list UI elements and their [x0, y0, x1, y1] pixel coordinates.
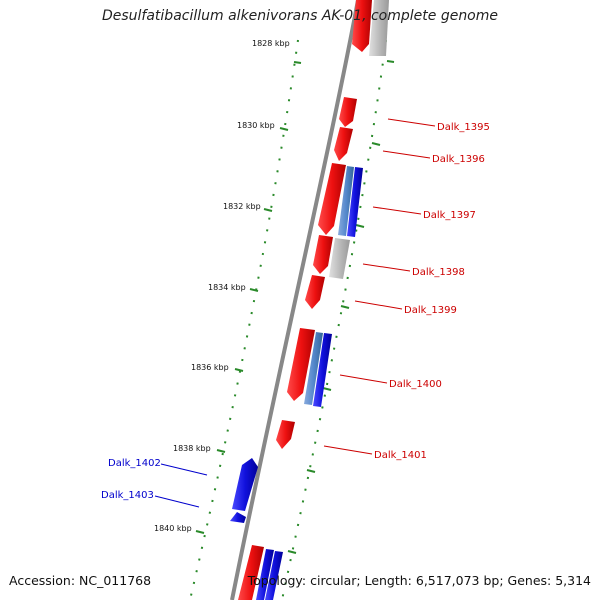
gene-bar-dalk-1400-light[interactable] [304, 332, 323, 405]
leader-line-dalk-1399 [354, 300, 403, 310]
gene-label-dalk-1403[interactable]: Dalk_1403 [101, 490, 154, 501]
leader-line-dalk-1396 [382, 150, 431, 159]
gene-arrow-dalk-1403[interactable] [230, 512, 246, 523]
scale-label-1840: 1840 kbp [154, 524, 192, 533]
scale-label-1828: 1828 kbp [252, 39, 290, 48]
leader-line-dalk-1395 [387, 118, 436, 127]
gene-bar-bottom-blue-1[interactable] [256, 549, 274, 600]
genome-backbone [230, 0, 360, 600]
leader-line-dalk-1398 [362, 263, 411, 272]
gene-label-dalk-1401[interactable]: Dalk_1401 [374, 450, 427, 461]
gene-bar-dalk-1400-blue[interactable] [313, 333, 332, 407]
gene-arrow-top-gray[interactable] [369, 0, 389, 56]
gene-arrow-top-red[interactable] [352, 0, 372, 52]
accession-text: Accession: NC_011768 [9, 573, 152, 588]
gene-label-dalk-1397[interactable]: Dalk_1397 [423, 210, 476, 221]
gene-bar-dalk-1397-blue[interactable] [347, 167, 363, 237]
gene-label-dalk-1399[interactable]: Dalk_1399 [404, 305, 457, 316]
scale-label-1838: 1838 kbp [173, 444, 211, 453]
gene-arrow-dalk-1401[interactable] [276, 420, 295, 449]
leader-line-dalk-1401 [323, 445, 373, 455]
gene-label-dalk-1396[interactable]: Dalk_1396 [432, 154, 485, 165]
gene-arrow-dalk-1397[interactable] [318, 163, 346, 235]
scale-track-left [189, 39, 299, 600]
gene-arrow-bottom-red[interactable] [238, 545, 264, 600]
scale-label-1832: 1832 kbp [223, 202, 261, 211]
gene-arrow-dalk-1398[interactable] [313, 235, 333, 274]
gene-label-dalk-1402[interactable]: Dalk_1402 [108, 458, 161, 469]
gene-arrow-dalk-1400[interactable] [287, 328, 315, 401]
scale-label-1834: 1834 kbp [208, 283, 246, 292]
gene-label-dalk-1400[interactable]: Dalk_1400 [389, 379, 442, 390]
leader-line-dalk-1402 [160, 463, 208, 476]
map-title: Desulfatibacillum alkenivorans AK-01, co… [101, 8, 499, 24]
scale-label-1836: 1836 kbp [191, 363, 229, 372]
scale-label-1830: 1830 kbp [237, 121, 275, 130]
gene-bar-bottom-blue-2[interactable] [265, 551, 283, 600]
gene-arrow-dalk-1395[interactable] [339, 97, 357, 127]
major-ticks [195, 60, 395, 554]
leader-line-dalk-1397 [372, 206, 422, 215]
gene-bar-dalk-1397-light[interactable] [338, 166, 354, 236]
gene-bar-dalk-1398-gray[interactable] [329, 238, 350, 279]
gene-arrow-dalk-1402[interactable] [232, 458, 258, 511]
gene-arrow-dalk-1396[interactable] [334, 127, 353, 161]
gene-label-dalk-1395[interactable]: Dalk_1395 [437, 122, 490, 133]
genome-info-text: Topology: circular; Length: 6,517,073 bp… [247, 573, 591, 588]
gene-arrow-dalk-1399[interactable] [305, 275, 325, 309]
scale-track-right [281, 39, 387, 600]
leader-line-dalk-1403 [154, 495, 200, 508]
gene-label-dalk-1398[interactable]: Dalk_1398 [412, 267, 465, 278]
leader-line-dalk-1400 [339, 374, 388, 384]
